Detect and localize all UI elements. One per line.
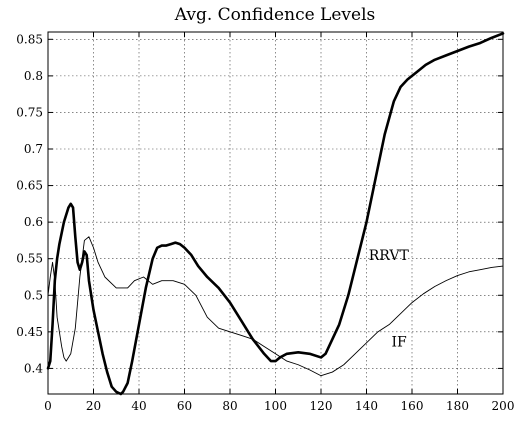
y-tick-label: 0.8 <box>24 69 43 83</box>
series-lines <box>46 32 505 396</box>
x-tick-label: 20 <box>86 399 101 413</box>
x-tick-label: 80 <box>222 399 237 413</box>
plot-frame <box>47 31 504 395</box>
x-tick-label: 100 <box>264 399 287 413</box>
x-tick-label: 180 <box>446 399 469 413</box>
y-tick-label: 0.7 <box>24 142 43 156</box>
axes: 0 20 40 60 80 100 120 140 160 180 200 0.4 0.45 0.5 0.5… <box>16 31 515 413</box>
series-label-if: IF <box>392 334 408 350</box>
x-tick-label: 160 <box>401 399 424 413</box>
y-tick-label: 0.5 <box>24 288 43 302</box>
y-tick-label: 0.4 <box>24 361 43 375</box>
y-tick-label: 0.75 <box>16 105 43 119</box>
x-tick-label: 40 <box>131 399 146 413</box>
x-tick-label: 120 <box>310 399 333 413</box>
x-tick-label: 0 <box>44 399 52 413</box>
grid-lines <box>48 32 503 394</box>
chart-title: Avg. Confidence Levels <box>174 5 375 25</box>
series-line-if <box>47 236 504 377</box>
series-line-rrvt <box>46 32 505 396</box>
x-tick-label: 200 <box>492 399 515 413</box>
y-tick-label: 0.45 <box>16 325 43 339</box>
y-tick-label: 0.85 <box>16 32 43 46</box>
series-labels: RRVT IF <box>369 248 410 350</box>
x-tick-label: 140 <box>355 399 378 413</box>
y-tick-label: 0.6 <box>24 215 43 229</box>
x-tick-label: 60 <box>177 399 192 413</box>
y-tick-label: 0.55 <box>16 252 43 266</box>
series-label-rrvt: RRVT <box>369 248 410 264</box>
y-tick-label: 0.65 <box>16 179 43 193</box>
